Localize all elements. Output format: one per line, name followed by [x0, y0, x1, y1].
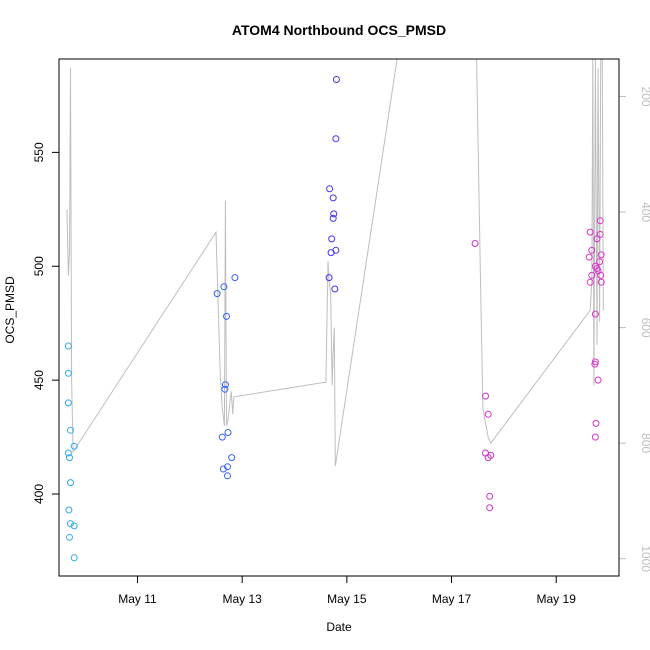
data-point	[332, 76, 340, 83]
data-point	[219, 465, 227, 473]
y-axis-label: OCS_PMSD	[3, 276, 17, 344]
data-point	[588, 246, 596, 254]
data-point	[327, 249, 335, 257]
data-point	[67, 479, 74, 487]
y-tick-label: 450	[32, 370, 46, 390]
plot-frame	[58, 58, 620, 577]
data-point	[325, 274, 333, 282]
data-point	[218, 433, 226, 441]
data-point	[328, 235, 336, 243]
data-point	[586, 228, 594, 236]
data-point	[64, 399, 72, 407]
data-point	[329, 194, 337, 202]
x-tick-label: May 15	[327, 592, 367, 606]
data-point	[586, 278, 594, 286]
data-points	[64, 76, 605, 562]
secondary-line	[66, 59, 604, 467]
data-point	[486, 504, 494, 512]
secondary-tick-label: 400	[639, 202, 650, 222]
data-point	[588, 271, 596, 279]
data-point	[221, 381, 229, 389]
secondary-tick-label: 800	[639, 433, 650, 453]
data-point	[591, 310, 599, 318]
data-point	[471, 240, 479, 247]
data-point	[220, 283, 228, 291]
data-point	[585, 253, 593, 261]
data-point	[596, 230, 604, 238]
y-tick-label: 400	[32, 484, 46, 504]
y-tick-label: 550	[32, 142, 46, 162]
data-point	[224, 429, 232, 436]
data-point	[593, 235, 601, 243]
y-axis-secondary: 200 400 600 800 1000	[619, 87, 650, 572]
x-tick-label: May 13	[222, 592, 262, 606]
data-point	[64, 449, 72, 457]
data-point	[592, 419, 600, 427]
data-point	[482, 392, 489, 400]
data-point	[223, 312, 230, 320]
data-point	[70, 442, 78, 450]
data-point	[596, 258, 604, 266]
data-point	[228, 454, 236, 462]
chart-title: ATOM4 Northbound OCS_PMSD	[232, 22, 446, 38]
x-axis-label: Date	[326, 620, 352, 634]
secondary-tick-label: 200	[639, 87, 650, 107]
secondary-series-line	[66, 59, 604, 467]
data-point	[67, 426, 74, 434]
data-point	[65, 506, 73, 514]
data-point	[593, 265, 601, 272]
data-point	[332, 135, 340, 143]
data-point	[231, 274, 239, 282]
data-point	[70, 522, 78, 530]
y-axis: 400 450 500 550	[32, 142, 59, 504]
data-point	[67, 520, 74, 528]
data-point	[597, 251, 605, 259]
data-point	[486, 492, 494, 500]
data-point	[213, 290, 221, 298]
x-tick-label: May 11	[118, 592, 157, 606]
x-tick-label: May 19	[537, 592, 577, 606]
data-point	[484, 410, 492, 418]
data-point	[329, 214, 337, 222]
x-axis: May 11 May 13 May 15 May 17 May 19	[118, 576, 576, 606]
x-tick-label: May 17	[432, 592, 472, 606]
data-point	[64, 369, 72, 377]
secondary-tick-label: 600	[639, 318, 650, 338]
data-point	[591, 433, 599, 441]
data-point	[66, 454, 73, 462]
data-point	[326, 185, 334, 193]
data-point	[591, 360, 599, 368]
data-point	[594, 376, 602, 384]
data-point	[330, 210, 338, 218]
data-point	[221, 385, 229, 393]
secondary-tick-label: 1000	[639, 545, 650, 572]
data-point	[331, 285, 339, 293]
data-point	[597, 271, 605, 279]
data-point	[487, 451, 495, 459]
data-point	[597, 278, 605, 286]
data-point	[224, 463, 231, 471]
y-tick-label: 500	[32, 256, 46, 276]
data-point	[70, 554, 78, 562]
data-point	[66, 533, 73, 541]
data-point	[596, 217, 604, 225]
data-point	[224, 472, 231, 480]
data-point	[64, 342, 72, 350]
